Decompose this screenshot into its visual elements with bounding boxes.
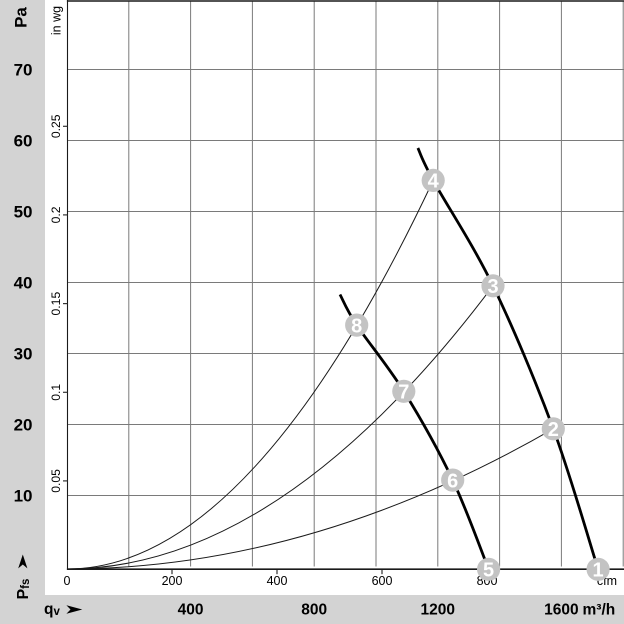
svg-text:50: 50 — [14, 203, 33, 222]
svg-text:20: 20 — [14, 416, 33, 435]
svg-text:qv: qv — [44, 601, 60, 618]
svg-text:70: 70 — [14, 61, 33, 80]
svg-text:4: 4 — [428, 171, 440, 193]
svg-text:1200: 1200 — [421, 602, 455, 619]
svg-text:1: 1 — [593, 560, 604, 582]
svg-text:0: 0 — [64, 574, 71, 588]
svg-text:0.25: 0.25 — [49, 114, 63, 138]
svg-text:60: 60 — [14, 132, 33, 151]
svg-text:m³/h: m³/h — [583, 602, 616, 619]
svg-text:400: 400 — [178, 602, 204, 619]
svg-text:800: 800 — [301, 602, 327, 619]
svg-text:0.05: 0.05 — [49, 469, 63, 493]
svg-text:8: 8 — [351, 315, 362, 337]
svg-text:600: 600 — [372, 574, 393, 588]
svg-text:0.1: 0.1 — [49, 384, 63, 401]
svg-text:7: 7 — [398, 382, 409, 404]
svg-text:in wg: in wg — [50, 6, 64, 35]
svg-text:0.15: 0.15 — [49, 292, 63, 316]
svg-text:1600: 1600 — [544, 602, 578, 619]
svg-text:0.2: 0.2 — [49, 206, 63, 223]
svg-text:40: 40 — [14, 274, 33, 293]
svg-text:6: 6 — [447, 470, 458, 492]
svg-text:5: 5 — [483, 560, 494, 582]
svg-text:400: 400 — [267, 574, 288, 588]
svg-text:Pfs: Pfs — [15, 579, 32, 600]
svg-text:3: 3 — [487, 276, 498, 298]
svg-text:10: 10 — [14, 487, 33, 506]
svg-text:Pa: Pa — [12, 7, 31, 28]
svg-text:30: 30 — [14, 345, 33, 364]
svg-text:2: 2 — [548, 419, 559, 441]
svg-text:200: 200 — [162, 574, 183, 588]
